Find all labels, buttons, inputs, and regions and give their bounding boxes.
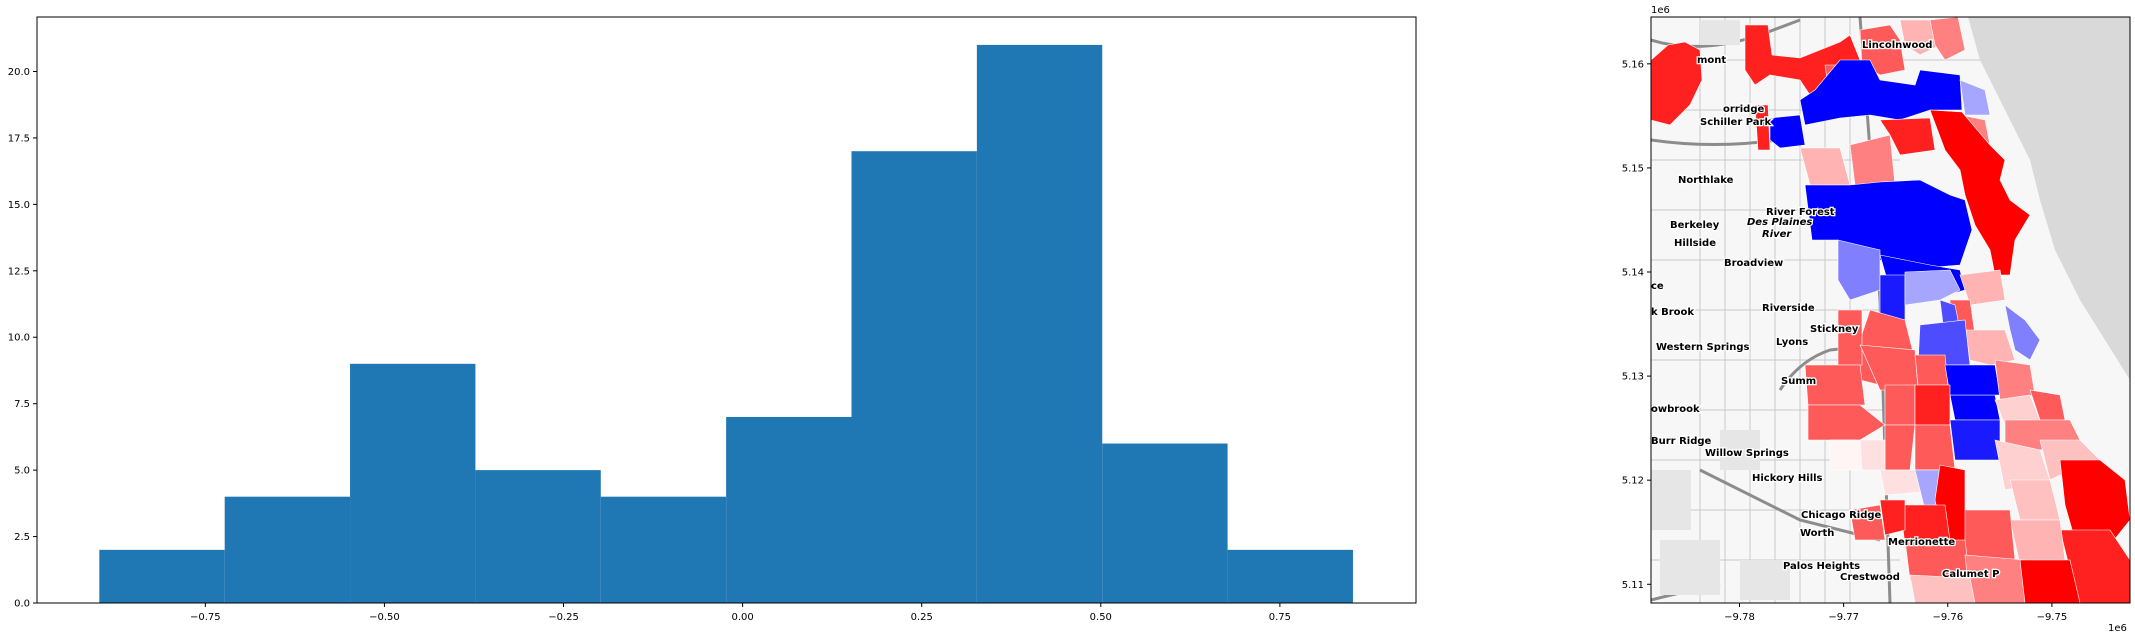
x-tick-label: −0.75 <box>190 612 221 623</box>
y-tick-label: 20.0 <box>8 67 30 78</box>
y-tick-label: 15.0 <box>8 200 30 211</box>
y-tick-label: 12.5 <box>8 266 30 277</box>
map-y-tick-label: 5.11 <box>1622 580 1644 591</box>
choropleth-regions <box>1651 17 2130 603</box>
map-place-label: Chicago Ridge <box>1801 510 1882 521</box>
histogram-bar <box>1227 549 1353 603</box>
map-y-tick-label: 5.13 <box>1622 372 1644 383</box>
map-x-tick-label: −9.75 <box>2037 612 2068 623</box>
map-place-label: Schiller Park <box>1700 117 1771 128</box>
histogram-y-axis: 0.0 2.5 5.0 7.5 10.0 12.5 15.0 17.5 20.0 <box>8 67 37 610</box>
histogram-bar <box>600 496 727 603</box>
map-place-label: Crestwood <box>1840 572 1900 583</box>
histogram-axes-frame <box>36 16 1417 604</box>
y-tick-label: 0.0 <box>14 599 30 610</box>
map-x-tick-label: −9.76 <box>1932 612 1963 623</box>
map-place-label: Merrionette <box>1888 537 1955 548</box>
map-x-axis: −9.78 −9.77 −9.76 −9.75 <box>1724 603 2067 623</box>
histogram-x-axis: −0.75 −0.50 −0.25 0.00 0.25 0.50 0.75 <box>190 603 1291 623</box>
map-place-label: Stickney <box>1810 324 1859 335</box>
histogram-bar <box>224 496 351 603</box>
map-place-label: mont <box>1697 55 1726 66</box>
map-y-tick-label: 5.15 <box>1622 163 1644 174</box>
map-y-axis: 5.11 5.12 5.13 5.14 5.15 5.16 <box>1622 59 1651 591</box>
map-place-label: Western Springs <box>1656 342 1750 353</box>
map-place-label: owbrook <box>1651 404 1700 415</box>
histogram-bar <box>350 363 476 603</box>
map-place-label: Berkeley <box>1670 220 1720 231</box>
histogram-bar <box>976 44 1103 603</box>
histogram-bar <box>851 151 977 603</box>
histogram-bar <box>99 549 225 603</box>
map-axes-frame <box>1650 16 2131 604</box>
map-place-label: Riverside <box>1762 303 1815 314</box>
map-place-label: Calumet P <box>1942 569 1999 580</box>
x-tick-label: 0.75 <box>1269 612 1291 623</box>
map-place-labels: Lincolnwood mont orridge Schiller Park North… <box>1651 39 2001 585</box>
map-y-tick-label: 5.14 <box>1622 268 1644 279</box>
map-x-offset-label: 1e6 <box>2108 623 2127 634</box>
histogram-bar <box>1102 443 1228 603</box>
map-place-label: ce <box>1651 281 1664 292</box>
map-place-label: Lincolnwood <box>1862 40 1932 51</box>
map-place-label: River Forest <box>1766 207 1835 218</box>
map-y-tick-label: 5.12 <box>1622 476 1644 487</box>
y-tick-label: 10.0 <box>8 333 30 344</box>
map-place-label: Lyons <box>1776 337 1808 348</box>
x-tick-label: 0.50 <box>1090 612 1112 623</box>
map-y-tick-label: 5.16 <box>1622 59 1644 70</box>
map-x-tick-label: −9.78 <box>1724 612 1755 623</box>
basemap-parks <box>1651 20 1790 600</box>
lake-michigan <box>1968 17 2130 380</box>
x-tick-label: 0.00 <box>731 612 753 623</box>
map-place-label: River <box>1762 229 1792 240</box>
x-tick-label: −0.25 <box>548 612 579 623</box>
map-place-label: Northlake <box>1678 175 1734 186</box>
y-tick-label: 7.5 <box>14 399 30 410</box>
map-canvas: Lincolnwood mont orridge Schiller Park North… <box>1651 17 2130 603</box>
map-place-label: Hillside <box>1674 238 1716 249</box>
histogram-bars <box>99 44 1353 603</box>
x-tick-label: 0.25 <box>911 612 933 623</box>
map-place-label: Des Plaines <box>1747 217 1812 228</box>
map-place-label: Willow Springs <box>1705 448 1789 459</box>
histogram-bar <box>475 470 601 603</box>
y-tick-label: 2.5 <box>14 532 30 543</box>
map-place-label: Broadview <box>1724 258 1783 269</box>
map-x-tick-label: −9.77 <box>1828 612 1859 623</box>
map-y-offset-label: 1e6 <box>1651 5 1670 16</box>
map-place-label: Summ <box>1781 376 1816 387</box>
map-place-label: orridge <box>1723 104 1764 115</box>
histogram-bar <box>726 416 852 603</box>
map-place-label: Worth <box>1800 528 1834 539</box>
y-tick-label: 5.0 <box>14 466 30 477</box>
map-place-label: k Brook <box>1651 307 1694 318</box>
y-tick-label: 17.5 <box>8 133 30 144</box>
x-tick-label: −0.50 <box>369 612 400 623</box>
map-place-label: Palos Heights <box>1783 561 1860 572</box>
map-place-label: Hickory Hills <box>1752 473 1823 484</box>
map-place-label: Burr Ridge <box>1651 436 1712 447</box>
